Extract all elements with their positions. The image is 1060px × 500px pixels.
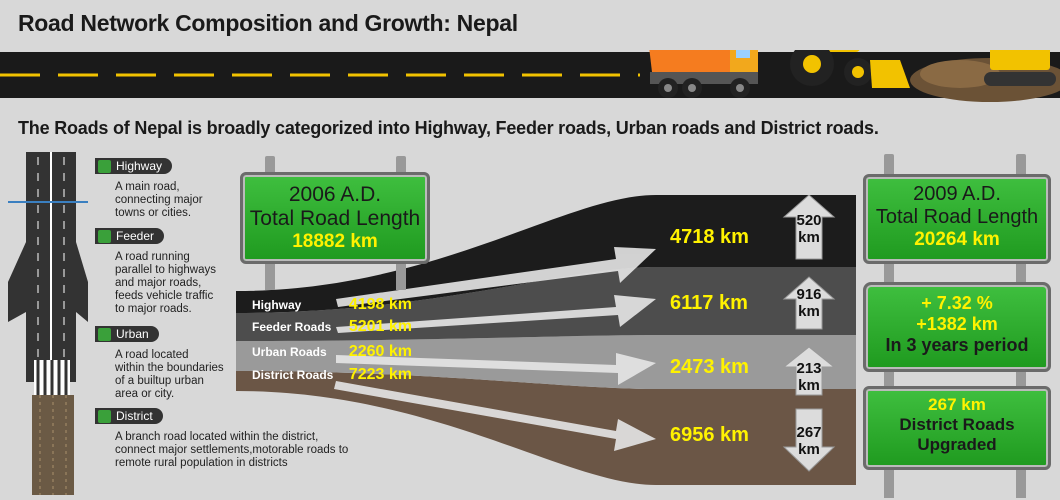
bar-2006-urban: Urban Roads 2260 km [252, 343, 412, 360]
feeder-flow-band [236, 267, 856, 341]
bar-2006-district: District Roads 7223 km [252, 366, 412, 383]
category-feeder: Feeder A road running parallel to highwa… [95, 228, 265, 316]
sign-post [265, 156, 275, 176]
growth-sign: + 7.32 % +1382 km In 3 years period [863, 282, 1051, 372]
urban-arrow [336, 353, 656, 385]
change-urban: 213 km [796, 360, 822, 394]
bar-2006-feeder: Feeder Roads 5201 km [252, 318, 412, 335]
sign-post [884, 154, 894, 178]
change-district: 267 km [796, 424, 822, 458]
road-banner [0, 50, 1060, 102]
district-arrow [334, 381, 656, 451]
highway-arrow [336, 247, 656, 307]
category-highway: Highway A main road, connecting major to… [95, 158, 265, 220]
loader-icon [790, 50, 910, 88]
check-icon [98, 327, 111, 341]
sign-post [265, 262, 275, 290]
change-feeder: 916 km [796, 286, 822, 320]
value-2009-highway: 4718 km [670, 226, 749, 248]
urban-description: A road located within the boundaries of … [115, 348, 224, 400]
flow-diagram [236, 195, 856, 485]
value-2009-district: 6956 km [670, 424, 749, 446]
district-description: A branch road located within the distric… [115, 430, 349, 469]
highway-description: A main road, connecting major towns or c… [115, 180, 203, 219]
feeder-description: A road running parallel to highways and … [115, 250, 217, 315]
road-layout-illustration [8, 152, 88, 495]
check-icon [98, 229, 111, 243]
value-2009-urban: 2473 km [670, 356, 749, 378]
sign-post [396, 262, 406, 290]
excavator-icon [910, 50, 1060, 102]
highway-tag: Highway [95, 158, 173, 174]
dump-truck-icon [649, 50, 758, 98]
district-down-arrow-icon [782, 408, 836, 472]
feeder-tag: Feeder [95, 228, 165, 244]
change-highway: 520 km [796, 212, 822, 246]
highway-up-arrow-icon [782, 195, 836, 260]
urban-flow-band [236, 335, 856, 389]
category-district: District A branch road located within th… [95, 408, 375, 470]
subtitle: The Roads of Nepal is broadly categorize… [18, 118, 879, 138]
highway-flow-band [236, 195, 856, 313]
sign-2006: 2006 A.D. Total Road Length 18882 km [240, 172, 430, 264]
feeder-arrow [336, 295, 656, 333]
category-urban: Urban A road located within the boundari… [95, 326, 265, 401]
page-title: Road Network Composition and Growth: Nep… [18, 10, 518, 36]
sign-post [1016, 262, 1026, 498]
sign-2009: 2009 A.D. Total Road Length 20264 km [863, 174, 1051, 264]
district-upgrade-sign: 267 km District Roads Upgraded [863, 386, 1051, 470]
sign-post [884, 262, 894, 498]
district-tag: District [95, 408, 163, 424]
check-icon [98, 409, 111, 423]
sign-post [1016, 154, 1026, 178]
feeder-up-arrow-icon [782, 276, 836, 330]
check-icon [98, 159, 111, 173]
urban-tag: Urban [95, 326, 159, 342]
value-2009-feeder: 6117 km [670, 292, 748, 314]
sign-post [396, 156, 406, 176]
bar-2006-highway: Highway 4198 km [252, 296, 412, 313]
district-flow-band [236, 371, 856, 485]
urban-up-arrow-icon [782, 346, 836, 396]
